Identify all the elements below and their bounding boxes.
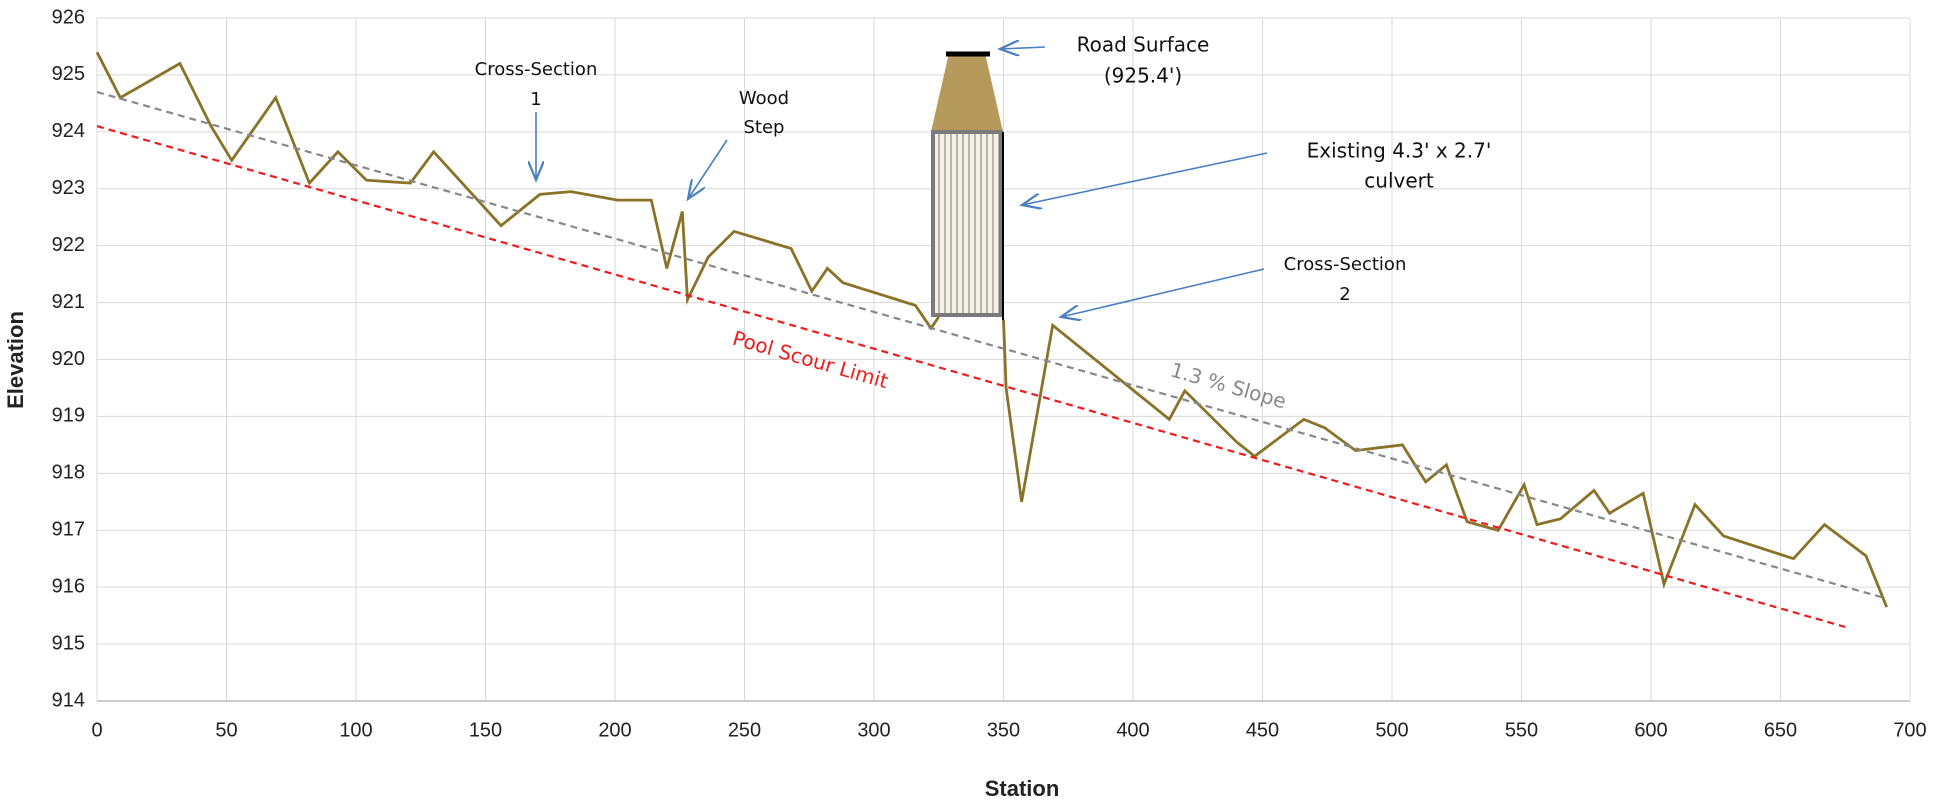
x-tick-label: 350 — [987, 719, 1020, 741]
x-tick-label: 150 — [469, 719, 502, 741]
x-tick-label: 650 — [1764, 719, 1797, 741]
arrow — [688, 140, 727, 199]
y-tick-label: 917 — [52, 519, 85, 541]
x-tick-label: 450 — [1246, 719, 1279, 741]
y-tick-label: 924 — [52, 120, 85, 142]
y-tick-label: 919 — [52, 405, 85, 427]
x-tick-label: 0 — [91, 719, 102, 741]
y-tick-label: 920 — [52, 348, 85, 370]
annotation: Wood — [739, 88, 789, 109]
annotation: Step — [744, 117, 785, 138]
y-tick-label: 915 — [52, 632, 85, 654]
arrow — [1022, 153, 1267, 205]
annotation: Cross-Section — [1284, 254, 1407, 275]
annotation: 1 — [530, 89, 541, 110]
x-tick-label: 500 — [1375, 719, 1408, 741]
arrow — [1061, 269, 1264, 317]
y-tick-label: 922 — [52, 234, 85, 256]
x-tick-label: 600 — [1634, 719, 1667, 741]
x-tick-label: 250 — [728, 719, 761, 741]
x-tick-label: 100 — [339, 719, 372, 741]
y-tick-label: 926 — [52, 6, 85, 28]
y-tick-label: 925 — [52, 63, 85, 85]
x-tick-label: 200 — [598, 719, 631, 741]
road-fill — [931, 53, 1003, 132]
annotation: Cross-Section — [475, 59, 598, 80]
x-tick-label: 550 — [1505, 719, 1538, 741]
y-tick-label: 923 — [52, 177, 85, 199]
annotation: culvert — [1364, 169, 1434, 193]
y-axis-title: Elevation — [3, 311, 28, 409]
annotation: Existing 4.3' x 2.7' — [1307, 139, 1492, 163]
annotation: 1.3 % Slope — [1168, 358, 1289, 414]
x-tick-label: 700 — [1893, 719, 1926, 741]
x-axis-title: Station — [985, 776, 1060, 801]
y-tick-label: 916 — [52, 575, 85, 597]
x-tick-label: 300 — [857, 719, 890, 741]
arrow — [1000, 47, 1045, 49]
culvert-drawing — [931, 53, 1003, 320]
culvert — [933, 132, 1001, 315]
x-tick-label: 400 — [1116, 719, 1149, 741]
grid — [97, 18, 1910, 701]
annotation: (925.4') — [1104, 64, 1182, 88]
y-tick-label: 918 — [52, 462, 85, 484]
annotation: Road Surface — [1077, 33, 1210, 57]
chart: Cross-Section 1 Wood Step Road Surface (… — [0, 0, 1933, 806]
y-tick-label: 914 — [52, 689, 85, 711]
y-tick-label: 921 — [52, 291, 85, 313]
annotation: 2 — [1339, 284, 1350, 305]
x-tick-label: 50 — [215, 719, 237, 741]
